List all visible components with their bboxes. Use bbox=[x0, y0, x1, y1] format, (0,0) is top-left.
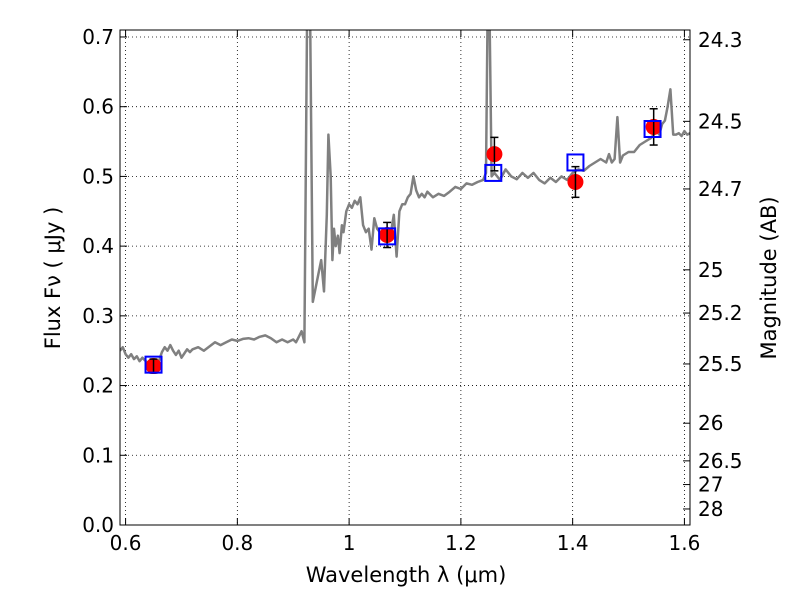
y2-tick-label: 24.3 bbox=[698, 28, 743, 52]
model-point bbox=[643, 120, 662, 138]
y2-tick-label: 24.7 bbox=[698, 177, 743, 201]
x-axis-label: Wavelength λ (μm) bbox=[306, 563, 507, 587]
y2-tick-label: 24.5 bbox=[698, 109, 743, 133]
observed-series bbox=[145, 108, 662, 375]
y2-tick-label: 25.2 bbox=[698, 301, 743, 325]
y-tick-label: 0.3 bbox=[82, 304, 114, 328]
plot-frame bbox=[119, 29, 691, 526]
axis-ticks: 0.6 0.8 1 1.2 1.4 1.6 0.0 0.1 0.2 0.3 0.4 0.5 0.6 0.7… bbox=[82, 25, 742, 555]
y2-tick-label: 26.5 bbox=[698, 449, 743, 473]
y2-tick-label: 26 bbox=[698, 411, 723, 435]
y2-tick-label: 25.5 bbox=[698, 352, 743, 376]
spectrum-line bbox=[120, 30, 690, 370]
model-point bbox=[566, 153, 585, 172]
y-tick-label: 0.0 bbox=[82, 513, 114, 537]
y-tick-label: 0.6 bbox=[82, 95, 114, 119]
y-tick-label: 0.7 bbox=[82, 25, 114, 49]
x-tick-label: 1.6 bbox=[669, 531, 701, 555]
x-tick-label: 0.8 bbox=[221, 531, 253, 555]
y2-tick-label: 28 bbox=[698, 497, 723, 521]
y2-axis-label: Magnitude (AB) bbox=[757, 196, 781, 359]
model-point bbox=[378, 227, 397, 246]
y-tick-label: 0.1 bbox=[82, 443, 114, 467]
x-tick-label: 1 bbox=[343, 531, 356, 555]
x-tick-label: 1.2 bbox=[445, 531, 477, 555]
model-point bbox=[484, 163, 503, 182]
model-point bbox=[144, 355, 163, 374]
y-tick-label: 0.4 bbox=[82, 234, 114, 258]
model-series bbox=[144, 120, 662, 374]
x-tick-label: 0.6 bbox=[110, 531, 142, 555]
y2-tick-label: 25 bbox=[698, 258, 723, 282]
grid bbox=[120, 30, 690, 525]
y-axis-label: Flux Fν ( μJy ) bbox=[41, 207, 65, 350]
y2-tick-label: 27 bbox=[698, 473, 723, 497]
y-tick-label: 0.5 bbox=[82, 164, 114, 188]
spectrum-series bbox=[120, 30, 690, 370]
y-tick-label: 0.2 bbox=[82, 374, 114, 398]
x-tick-label: 1.4 bbox=[557, 531, 589, 555]
